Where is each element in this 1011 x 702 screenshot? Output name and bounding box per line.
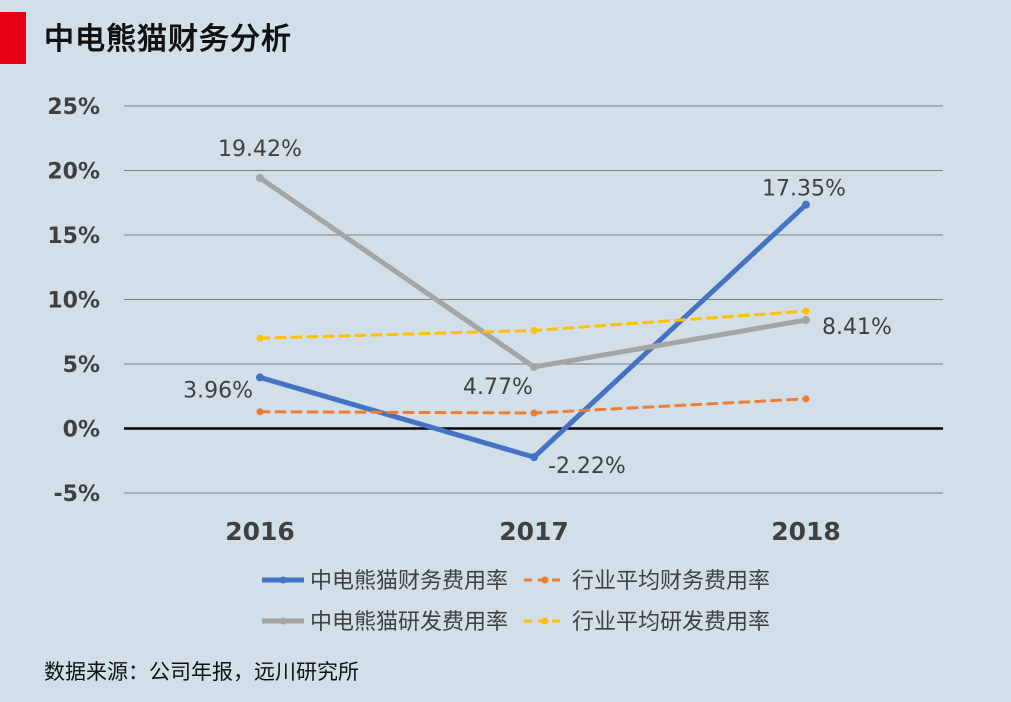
- y-tick-label: 25%: [47, 95, 100, 120]
- series-point: [256, 173, 264, 182]
- y-tick-label: 15%: [47, 224, 100, 249]
- data-label: 8.41%: [822, 315, 892, 340]
- x-tick-label: 2017: [499, 517, 569, 546]
- legend-entry-label: 中电熊猫研发费用率: [310, 610, 508, 635]
- series-point: [802, 200, 810, 209]
- y-tick-label: 10%: [47, 289, 100, 314]
- series-point: [256, 408, 264, 416]
- source-note: 数据来源：公司年报，远川研究所: [44, 660, 359, 684]
- data-labels: 3.96% -2.22% 17.35% 19.42% 4.77% 8.41%: [183, 137, 892, 479]
- series-point: [530, 453, 538, 462]
- data-label: 19.42%: [218, 137, 302, 162]
- y-axis-ticks: 25% 20% 15% 10% 5% 0% -5%: [47, 95, 100, 507]
- legend-entry-label: 行业平均财务费用率: [572, 569, 770, 594]
- page-title: 中电熊猫财务分析: [44, 22, 292, 57]
- grid-lines: [124, 105, 943, 494]
- legend-entry-label: 行业平均研发费用率: [572, 610, 770, 635]
- series-point: [530, 326, 538, 334]
- title-accent-bar: [0, 12, 26, 64]
- series-point: [802, 307, 810, 315]
- data-label: 4.77%: [463, 375, 533, 400]
- data-label: 17.35%: [762, 177, 846, 202]
- legend-entry-label: 中电熊猫财务费用率: [310, 569, 508, 594]
- legend-marker: [541, 576, 549, 584]
- x-tick-label: 2018: [771, 517, 841, 546]
- line-chart: 25% 20% 15% 10% 5% 0% -5% 2016 2017 2018 3.96% -2…: [47, 95, 943, 635]
- series-point: [530, 409, 538, 417]
- legend-marker: [279, 576, 287, 584]
- series-point: [530, 362, 538, 371]
- series-point: [256, 373, 264, 382]
- data-label: 3.96%: [183, 378, 253, 403]
- y-tick-label: 5%: [63, 353, 100, 378]
- legend-marker: [541, 617, 549, 625]
- series-lines: [256, 173, 810, 462]
- x-axis-ticks: 2016 2017 2018: [225, 517, 841, 546]
- x-tick-label: 2016: [225, 517, 295, 546]
- data-label: -2.22%: [548, 454, 626, 479]
- series-point: [802, 395, 810, 403]
- series-point: [802, 316, 810, 325]
- y-tick-label: 0%: [63, 418, 100, 443]
- series-line: [257, 175, 809, 370]
- legend-marker: [279, 617, 287, 625]
- series-point: [256, 334, 264, 342]
- y-tick-label: 20%: [47, 160, 100, 185]
- y-tick-label: -5%: [54, 482, 100, 507]
